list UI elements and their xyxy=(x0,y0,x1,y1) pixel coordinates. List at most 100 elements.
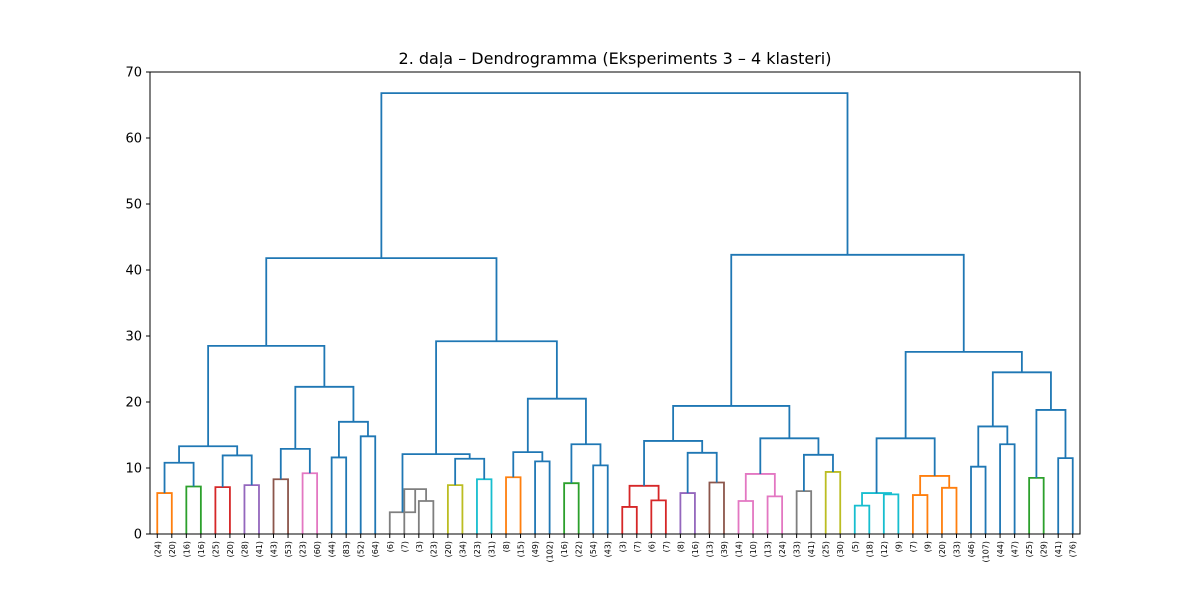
leaf-label: (34) xyxy=(458,541,467,557)
y-tick-label: 40 xyxy=(125,264,142,279)
dendrogram-link xyxy=(650,499,667,534)
leaf-label: (23) xyxy=(299,541,308,557)
dendrogram-link xyxy=(243,484,260,534)
dendrogram-link xyxy=(941,486,958,534)
leaf-label: (16) xyxy=(182,541,191,557)
leaf-label: (60) xyxy=(313,541,322,557)
leaf-label: (16) xyxy=(560,541,569,557)
dendrogram-link xyxy=(265,257,498,346)
dendrogram-link xyxy=(1057,457,1074,534)
leaf-label: (20) xyxy=(444,541,453,557)
leaf-label: (9) xyxy=(894,541,903,552)
dendrogram-link xyxy=(759,437,820,474)
dendrogram-link xyxy=(512,451,544,478)
dendrogram-link xyxy=(795,490,813,534)
leaf-label: (6) xyxy=(386,541,395,552)
leaf-label: (41) xyxy=(255,541,264,557)
leaf-label: (24) xyxy=(778,541,787,557)
leaf-label: (28) xyxy=(240,541,249,557)
leaf-label: (7) xyxy=(662,541,671,552)
dendrogram-link xyxy=(919,475,951,496)
dendrogram-link xyxy=(882,493,900,534)
dendrogram-link xyxy=(178,445,239,463)
dendrogram-link xyxy=(708,481,725,534)
leaf-label: (7) xyxy=(909,541,918,552)
leaf-label: (3) xyxy=(415,541,424,552)
dendrogram-link xyxy=(294,385,355,449)
y-tick-label: 70 xyxy=(125,66,142,81)
leaf-label: (10) xyxy=(749,541,758,557)
dendrogram-link xyxy=(214,486,231,534)
leaf-label: (7) xyxy=(400,541,409,552)
leaf-label: (43) xyxy=(604,541,613,557)
y-tick-label: 20 xyxy=(125,396,142,411)
y-tick-label: 30 xyxy=(125,330,142,345)
leaf-label: (33) xyxy=(952,541,961,557)
leaf-label: (64) xyxy=(371,541,380,557)
dendrogram-link xyxy=(679,492,696,534)
dendrogram-link xyxy=(672,405,791,441)
dendrogram-link xyxy=(730,253,965,406)
dendrogram-link xyxy=(911,494,929,534)
dendrogram-link xyxy=(853,504,871,534)
leaf-label: (20) xyxy=(938,541,947,557)
leaf-label: (33) xyxy=(793,541,802,557)
dendrogram-link xyxy=(359,435,377,534)
dendrogram-link xyxy=(803,453,834,492)
dendrogram-link xyxy=(737,500,754,534)
leaf-label: (49) xyxy=(531,541,540,557)
dendrogram-link xyxy=(221,454,253,488)
leaf-label: (22) xyxy=(575,541,584,557)
leaf-label: (16) xyxy=(197,541,206,557)
leaf-label: (9) xyxy=(923,541,932,552)
leaf-label: (47) xyxy=(1011,541,1020,557)
leaf-label: (20) xyxy=(168,541,177,557)
leaf-label: (107) xyxy=(982,541,991,563)
leaf-label: (44) xyxy=(996,541,1005,557)
leaf-label: (53) xyxy=(284,541,293,557)
y-tick-label: 50 xyxy=(125,198,142,213)
leaf-label: (31) xyxy=(487,541,496,557)
leaf-label: (23) xyxy=(429,541,438,557)
leaf-label: (76) xyxy=(1069,541,1078,557)
leaf-label: (23) xyxy=(473,541,482,557)
leaf-label: (24) xyxy=(153,541,162,557)
leaf-label: (46) xyxy=(967,541,976,557)
leaf-label: (43) xyxy=(270,541,279,557)
dendrogram-link xyxy=(207,345,326,447)
leaf-label: (41) xyxy=(1054,541,1063,557)
leaf-label: (8) xyxy=(676,541,685,552)
leaf-label: (25) xyxy=(211,541,220,557)
leaf-label: (3) xyxy=(618,541,627,552)
leaf-label: (83) xyxy=(342,541,351,557)
dendrogram-link xyxy=(446,484,464,534)
dendrogram-link xyxy=(454,457,486,486)
dendrogram-link xyxy=(272,478,289,534)
dendrogram-link xyxy=(534,460,551,534)
plot-frame xyxy=(149,71,1081,535)
leaf-label: (29) xyxy=(1040,541,1049,557)
dendrogram-link xyxy=(592,464,609,534)
dendrogram-link xyxy=(417,500,435,534)
dendrogram-link xyxy=(970,465,987,534)
dendrogram-link xyxy=(505,476,522,534)
y-tick-label: 0 xyxy=(134,528,142,543)
leaf-label: (52) xyxy=(357,541,366,557)
dendrogram-link xyxy=(643,440,704,486)
dendrogram-link xyxy=(1028,477,1045,534)
leaf-label: (25) xyxy=(1025,541,1034,557)
leaf-label: (12) xyxy=(880,541,889,557)
leaf-label: (13) xyxy=(705,541,714,557)
dendrogram-link xyxy=(338,420,369,458)
leaf-label: (15) xyxy=(517,541,526,557)
leaf-label: (8) xyxy=(502,541,511,552)
dendrogram-link xyxy=(977,425,1009,467)
dendrogram-link xyxy=(875,437,936,494)
leaf-label: (5) xyxy=(851,541,860,552)
dendrogram-link xyxy=(380,92,849,259)
leaf-label: (20) xyxy=(226,541,235,557)
dendrogram-link xyxy=(991,371,1052,427)
chart-title: 2. daļa – Dendrogramma (Eksperiments 3 –… xyxy=(399,49,832,68)
dendrogram-link xyxy=(628,484,660,507)
